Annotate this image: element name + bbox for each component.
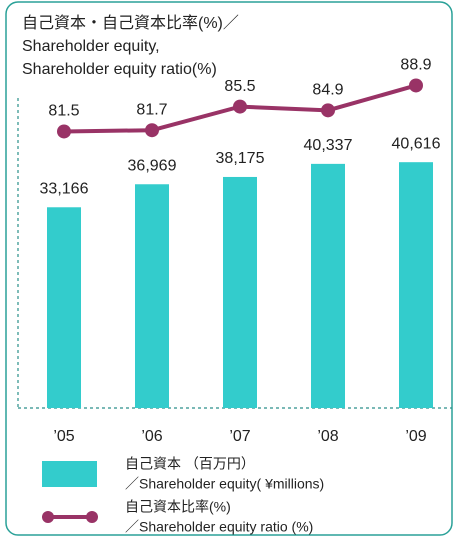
x-tick-label: ’08 (317, 428, 338, 445)
legend-label: ／Shareholder equity( ¥millions) (125, 476, 324, 492)
data-label: 84.9 (312, 82, 343, 99)
bar (311, 163, 345, 408)
x-tick-label: ’06 (141, 428, 162, 445)
data-label: 36,969 (128, 157, 177, 174)
legend-swatch (86, 511, 98, 523)
line-marker (233, 99, 247, 114)
line-marker (57, 124, 71, 139)
legend-label: ／Shareholder equity ratio (%) (125, 519, 313, 535)
data-label: 81.7 (136, 101, 167, 118)
data-label: 33,166 (40, 180, 89, 197)
line-marker (321, 103, 335, 118)
frame (5, 1, 453, 536)
data-label: 40,337 (304, 137, 353, 154)
legend-label: 自己資本 （百万円） (125, 456, 255, 472)
line-marker (409, 78, 423, 93)
legend-swatch (42, 511, 54, 523)
legend-label: 自己資本比率(%) (125, 499, 231, 515)
chart-title: Shareholder equity, (22, 38, 160, 55)
x-tick-label: ’09 (405, 428, 426, 445)
x-tick-label: ’07 (229, 428, 250, 445)
chart-title: Shareholder equity ratio(%) (22, 61, 217, 78)
data-label: 85.5 (224, 78, 255, 95)
bar (223, 176, 257, 408)
data-label: 81.5 (48, 103, 79, 120)
chart-title: 自己資本・自己資本比率(%)／ (22, 14, 239, 32)
data-label: 40,616 (392, 135, 441, 152)
legend-swatch (42, 461, 97, 487)
bar (47, 207, 81, 408)
bar (135, 184, 169, 408)
data-label: 88.9 (400, 57, 431, 74)
data-label: 38,175 (216, 150, 265, 167)
bar (399, 162, 433, 408)
x-tick-label: ’05 (53, 428, 74, 445)
line-marker (145, 123, 159, 138)
